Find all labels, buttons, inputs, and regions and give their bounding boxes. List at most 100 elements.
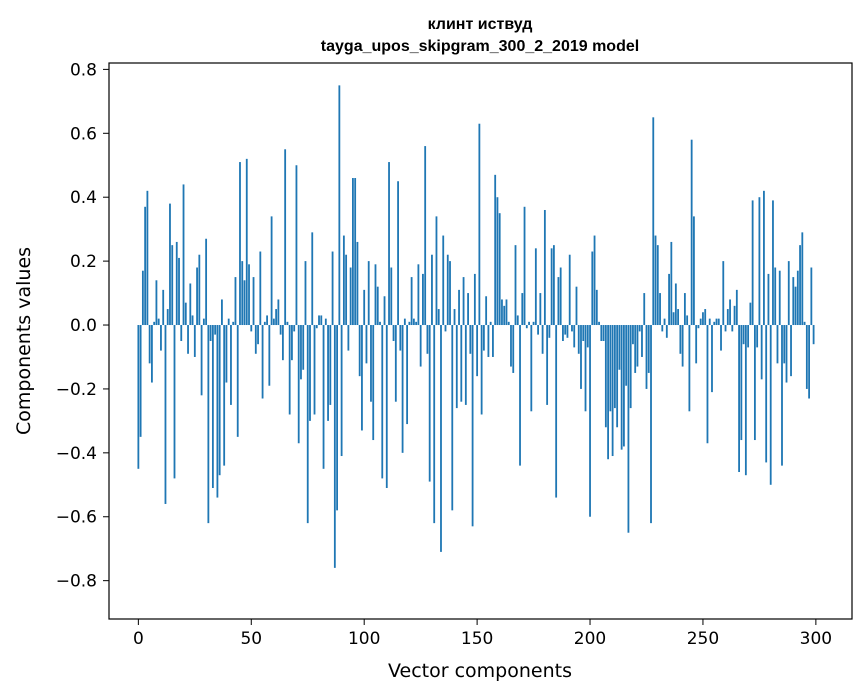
bar [715, 318, 718, 326]
bar [810, 267, 813, 326]
bar [742, 325, 745, 345]
bar [440, 325, 442, 552]
bar [419, 325, 422, 367]
bar [462, 277, 465, 326]
bar [528, 321, 530, 326]
bar [376, 286, 379, 326]
bar [681, 325, 684, 367]
bar [424, 146, 427, 326]
bar [374, 264, 377, 326]
bar [394, 325, 397, 402]
bar [388, 162, 390, 326]
bar [519, 325, 521, 466]
plot-frame [108, 62, 853, 620]
bar [144, 206, 147, 326]
bar [254, 325, 257, 354]
bar [480, 325, 483, 415]
bar [566, 325, 569, 338]
bar [223, 325, 226, 466]
bar [613, 325, 616, 409]
bar [455, 325, 458, 409]
bar [331, 251, 334, 326]
bar [525, 325, 528, 329]
bar [643, 293, 646, 326]
bar [693, 216, 695, 326]
chart-title: клинт иствуд [428, 16, 533, 33]
bar [564, 325, 567, 335]
bar [803, 321, 806, 326]
bar [342, 235, 345, 326]
x-tick-label: 0 [133, 629, 144, 649]
bar [227, 318, 230, 326]
y-tick-label: 0.0 [70, 316, 97, 336]
bar [611, 325, 614, 457]
bar [765, 325, 768, 463]
bar [600, 325, 603, 341]
bar [313, 325, 316, 415]
bar-series [137, 85, 815, 568]
bar [731, 325, 734, 332]
bar [591, 251, 594, 326]
bar [679, 325, 682, 354]
bar [604, 325, 607, 428]
y-tick-label: 0.8 [70, 60, 97, 80]
bar [241, 261, 244, 326]
x-tick-label: 200 [574, 629, 606, 649]
bar [422, 273, 424, 326]
bar [683, 293, 686, 326]
bar [221, 299, 223, 326]
bar [171, 245, 174, 326]
bar [724, 325, 727, 332]
bar [385, 325, 388, 488]
bar [234, 277, 237, 326]
bar [478, 123, 481, 326]
bar [652, 117, 655, 326]
bar [699, 318, 702, 326]
bar [214, 325, 217, 335]
bar [747, 325, 750, 348]
bar [607, 325, 609, 460]
bar [333, 325, 336, 568]
bar [270, 216, 273, 326]
bar [272, 318, 275, 326]
bar [354, 178, 357, 326]
bar [580, 325, 582, 389]
bar [257, 325, 259, 345]
bar [808, 325, 810, 399]
bar [722, 261, 725, 326]
bar [336, 325, 338, 511]
x-axis-ticks: 0 50 100 150 200 250 300 [133, 619, 832, 649]
bar [794, 286, 797, 326]
bar [562, 325, 564, 341]
bar [352, 178, 354, 326]
bar [751, 200, 754, 326]
bar [774, 267, 777, 326]
bar [555, 325, 558, 498]
y-axis-ticks: −0.8 −0.6 −0.4 −0.2 0.0 0.2 0.4 0.6 0.8 [56, 60, 109, 592]
bar [523, 206, 526, 326]
bar [550, 248, 553, 326]
bar [365, 325, 368, 364]
x-tick-label: 300 [800, 629, 832, 649]
bar [302, 325, 305, 370]
bar [627, 325, 630, 533]
bar [674, 283, 677, 326]
bar [704, 309, 707, 326]
bar [322, 325, 325, 469]
bar [586, 325, 589, 348]
bar [557, 277, 560, 326]
bar [329, 325, 332, 405]
bar [507, 321, 510, 326]
bar [356, 241, 359, 326]
bar [494, 174, 497, 326]
bar [198, 254, 201, 326]
bar [250, 325, 253, 332]
bar [733, 305, 736, 326]
bar [668, 273, 670, 326]
bar [166, 309, 169, 326]
bar [512, 325, 515, 373]
bar [266, 315, 268, 326]
bar [505, 299, 508, 326]
bar [753, 325, 756, 441]
chart-subtitle: tayga_upos_skipgram_300_2_2019 model [321, 38, 639, 55]
